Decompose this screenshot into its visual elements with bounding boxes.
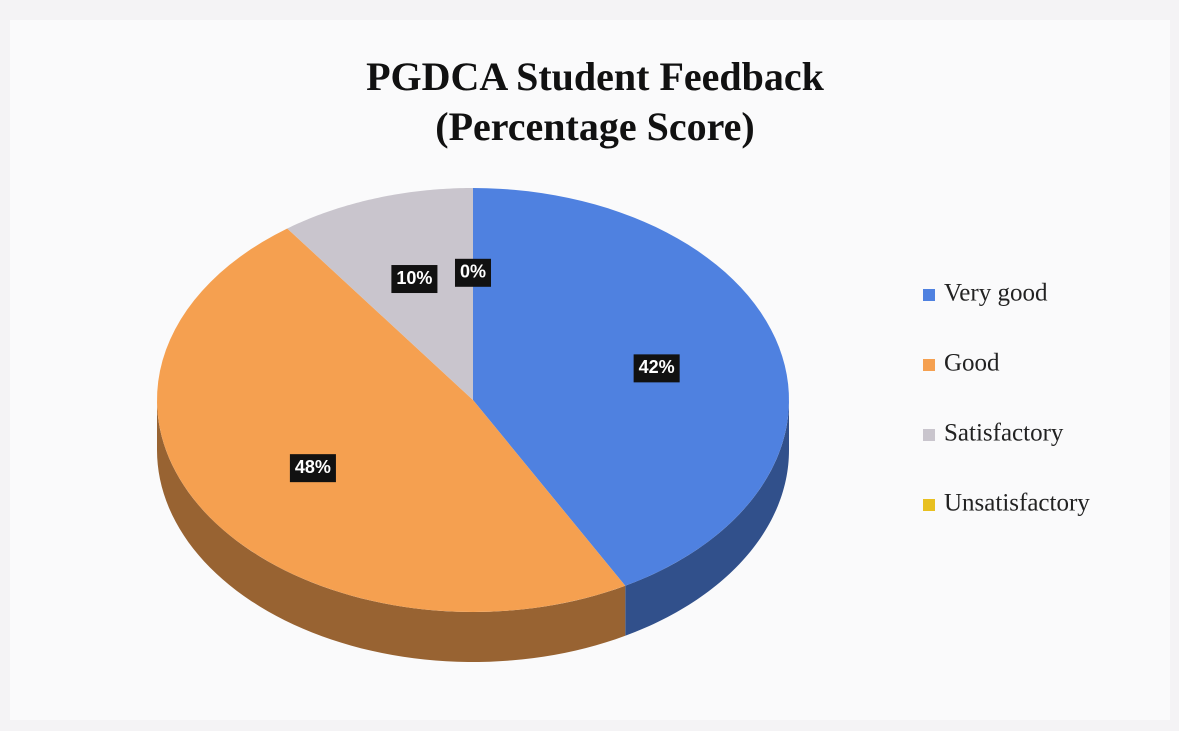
legend-swatch [923, 289, 935, 301]
value-label-box [454, 258, 492, 287]
slice [287, 188, 473, 400]
value-label-box [289, 454, 336, 483]
chart-subtitle: (Percentage Score) [435, 104, 754, 149]
legend-label: Unsatisfactory [944, 490, 1090, 517]
value-label: 42% [639, 357, 675, 377]
value-label-box [633, 354, 680, 383]
legend-swatch [923, 429, 935, 441]
value-label-box [391, 265, 438, 294]
legend-label: Very good [944, 280, 1048, 307]
legend-swatch [923, 359, 935, 371]
legend-swatch [923, 499, 935, 511]
slice [473, 188, 789, 586]
slice-side [157, 400, 626, 662]
legend-label: Good [944, 350, 1000, 377]
legend-label: Satisfactory [944, 420, 1064, 447]
value-label: 10% [396, 268, 432, 288]
slice-side [625, 400, 789, 636]
slice [157, 228, 626, 612]
value-label: 0% [460, 262, 486, 282]
value-label: 48% [295, 457, 331, 477]
chart-title: PGDCA Student Feedback [366, 54, 825, 99]
